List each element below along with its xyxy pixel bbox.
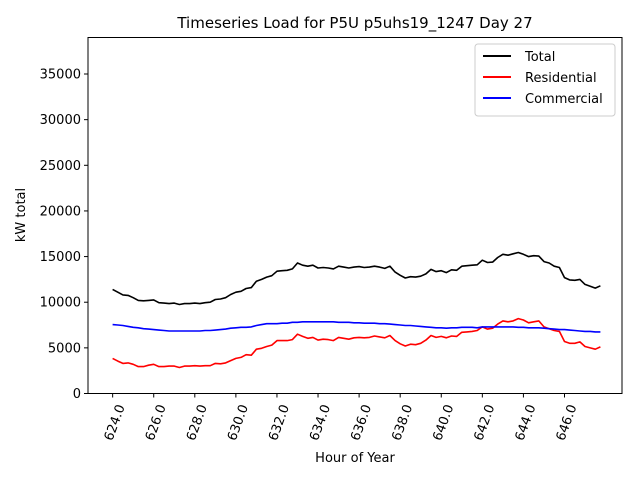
plot-frame	[87, 37, 623, 394]
chart-title: Timeseries Load for P5U p5uhs19_1247 Day…	[176, 14, 532, 33]
legend-label-residential: Residential	[525, 71, 597, 86]
legend-label-commercial: Commercial	[525, 92, 603, 107]
y-axis-label: kW total	[14, 188, 29, 242]
y-tick-label: 35000	[40, 68, 81, 83]
y-tick-label: 10000	[40, 296, 81, 311]
legend-label-total: Total	[524, 50, 555, 65]
y-axis-ticks: 0 5000 10000 15000 20000 25000 30000 35000	[40, 68, 88, 402]
series-line-residential	[112, 317, 601, 369]
series-line-total	[112, 251, 601, 306]
x-axis-label: Hour of Year	[315, 451, 395, 466]
series-group	[112, 251, 601, 369]
series-line-commercial	[112, 320, 601, 333]
y-tick-label: 30000	[40, 113, 81, 128]
y-tick-label: 0	[73, 387, 81, 402]
y-tick-label: 20000	[40, 204, 81, 219]
y-tick-label: 15000	[40, 250, 81, 265]
y-tick-label: 25000	[40, 159, 81, 174]
y-tick-label: 5000	[48, 341, 81, 356]
legend: Total Residential Commercial	[474, 43, 616, 117]
